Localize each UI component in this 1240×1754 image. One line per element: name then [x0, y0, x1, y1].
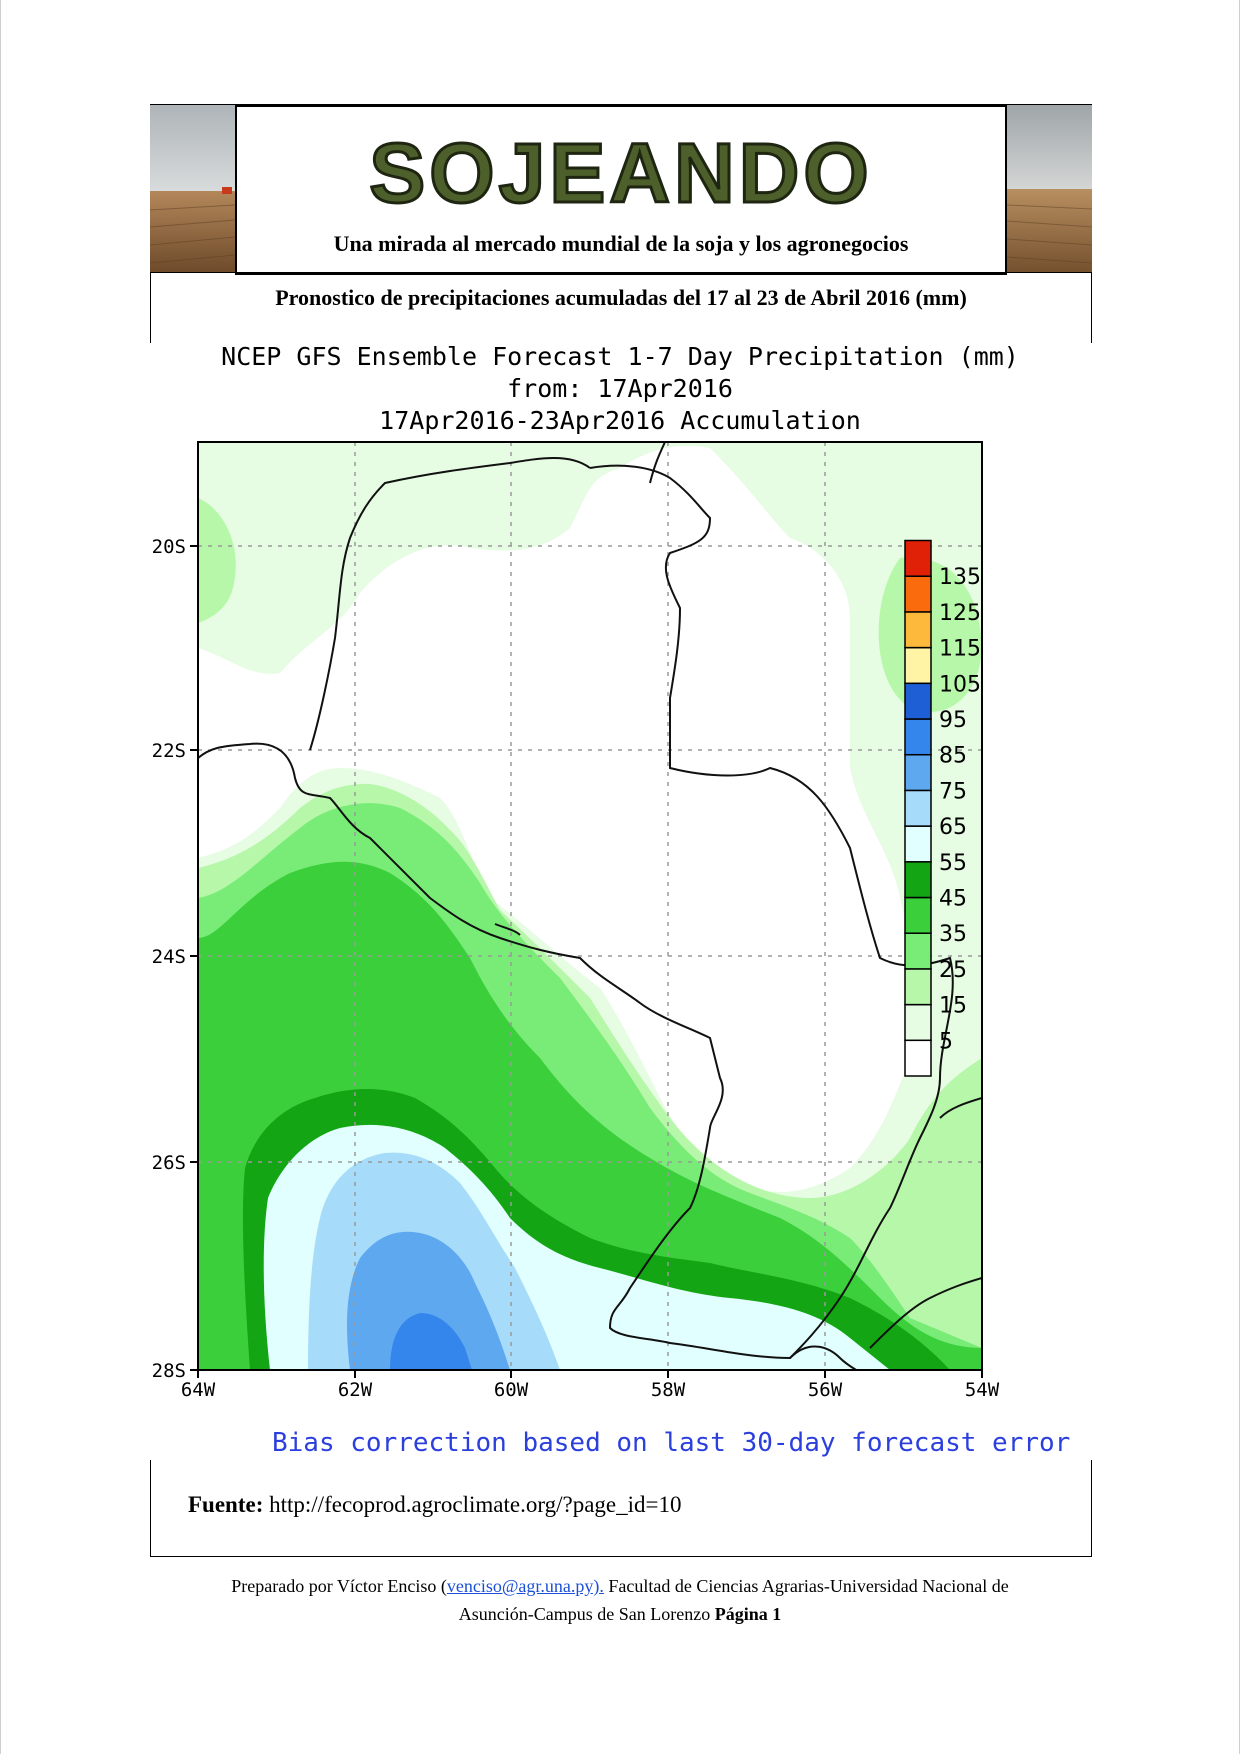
- source-box: Fuente: http://fecoprod.agroclimate.org/…: [150, 1460, 1092, 1557]
- legend-level-label: 125: [939, 601, 981, 626]
- lat-label-26s: 26S: [152, 1152, 186, 1174]
- author-email-link[interactable]: venciso@agr.una.py).: [446, 1576, 604, 1596]
- legend-swatch: [904, 1039, 932, 1077]
- legend-level-label: 25: [939, 958, 967, 983]
- header-banner: SOJEANDO Una mirada al mercado mundial d…: [150, 104, 1092, 275]
- legend-swatch: [904, 718, 932, 756]
- legend-level-label: 85: [939, 744, 967, 769]
- lon-label-64w: 64W: [181, 1379, 216, 1401]
- legend-swatch: [904, 968, 932, 1006]
- farm-field-photo-left: [150, 105, 235, 273]
- map-grid: [198, 442, 982, 1370]
- legend-swatch: [904, 789, 932, 827]
- page-edge-left: [0, 0, 1, 1754]
- report-subtitle: Pronostico de precipitaciones acumuladas…: [275, 285, 967, 310]
- lon-label-54w: 54W: [965, 1379, 1000, 1401]
- legend-swatch: [904, 646, 932, 685]
- source-label: Fuente:: [188, 1492, 264, 1517]
- legend-level-label: 115: [939, 637, 981, 662]
- legend-swatch: [904, 825, 932, 863]
- lon-label-62w: 62W: [338, 1379, 373, 1401]
- footer-line2: Asunción-Campus de San Lorenzo Página 1: [150, 1600, 1090, 1628]
- lon-label-60w: 60W: [494, 1379, 529, 1401]
- legend-swatch: [904, 932, 932, 970]
- legend-swatch: [904, 575, 932, 613]
- legend-swatch: [904, 539, 932, 577]
- map-ticks: [190, 545, 983, 1378]
- legend-level-label: 105: [939, 672, 981, 697]
- lat-label-24s: 24S: [152, 946, 186, 968]
- lat-label-20s: 20S: [152, 536, 186, 558]
- footer-institution: Facultad de Ciencias Agrarias-Universida…: [603, 1576, 1009, 1596]
- legend-level-label: 45: [939, 887, 967, 912]
- country-borders: [198, 442, 982, 1370]
- source-url[interactable]: http://fecoprod.agroclimate.org/?page_id…: [269, 1492, 682, 1517]
- legend-swatch: [904, 753, 932, 792]
- lon-label-56w: 56W: [808, 1379, 843, 1401]
- footer-campus: Asunción-Campus de San Lorenzo: [458, 1604, 715, 1624]
- source-line: Fuente: http://fecoprod.agroclimate.org/…: [188, 1492, 682, 1518]
- brand-title: SOJEANDO: [368, 126, 873, 220]
- legend-swatch: [904, 896, 932, 934]
- lat-label-22s: 22S: [152, 740, 186, 762]
- map-title-line3: 17Apr2016-23Apr2016 Accumulation: [379, 406, 861, 435]
- precipitation-legend: 5 15 25 35 45 55 65 75 85 95 105 115 125 135: [904, 539, 981, 1077]
- map-title-line2: from: 17Apr2016: [507, 374, 733, 403]
- farm-field-photo-right: [1007, 105, 1092, 273]
- map-title-line1: NCEP GFS Ensemble Forecast 1-7 Day Preci…: [221, 342, 1019, 371]
- lat-label-28s: 28S: [152, 1360, 186, 1382]
- masthead: SOJEANDO Una mirada al mercado mundial d…: [235, 105, 1007, 275]
- precipitation-contours: [198, 442, 982, 1370]
- legend-level-label: 65: [939, 815, 967, 840]
- legend-swatch: [904, 1003, 932, 1042]
- footer: Preparado por Víctor Enciso (venciso@agr…: [150, 1572, 1090, 1628]
- precipitation-map-figure: NCEP GFS Ensemble Forecast 1-7 Day Preci…: [150, 338, 1090, 1460]
- legend-level-label: 15: [939, 994, 967, 1019]
- legend-swatch: [904, 682, 932, 720]
- brand-tagline: Una mirada al mercado mundial de la soja…: [333, 231, 909, 256]
- legend-level-label: 5: [939, 1029, 953, 1054]
- legend-level-label: 95: [939, 708, 967, 733]
- lon-label-58w: 58W: [651, 1379, 686, 1401]
- legend-level-label: 35: [939, 922, 967, 947]
- legend-level-label: 135: [939, 565, 981, 590]
- legend-swatch: [904, 611, 932, 649]
- legend-swatch: [904, 861, 932, 899]
- subtitle-box: Pronostico de precipitaciones acumuladas…: [150, 272, 1092, 343]
- bias-correction-note: Bias correction based on last 30-day for…: [272, 1428, 1071, 1458]
- precipitation-map: 20S 22S 24S 26S 28S 64W 62W 60W 58W 56W …: [152, 441, 1000, 1401]
- legend-level-label: 55: [939, 851, 967, 876]
- map-frame: [197, 441, 983, 1371]
- footer-prefix: Preparado por Víctor Enciso (: [231, 1576, 447, 1596]
- page-number: Página 1: [714, 1604, 782, 1624]
- footer-line1: Preparado por Víctor Enciso (venciso@agr…: [150, 1572, 1090, 1600]
- legend-level-label: 75: [939, 779, 967, 804]
